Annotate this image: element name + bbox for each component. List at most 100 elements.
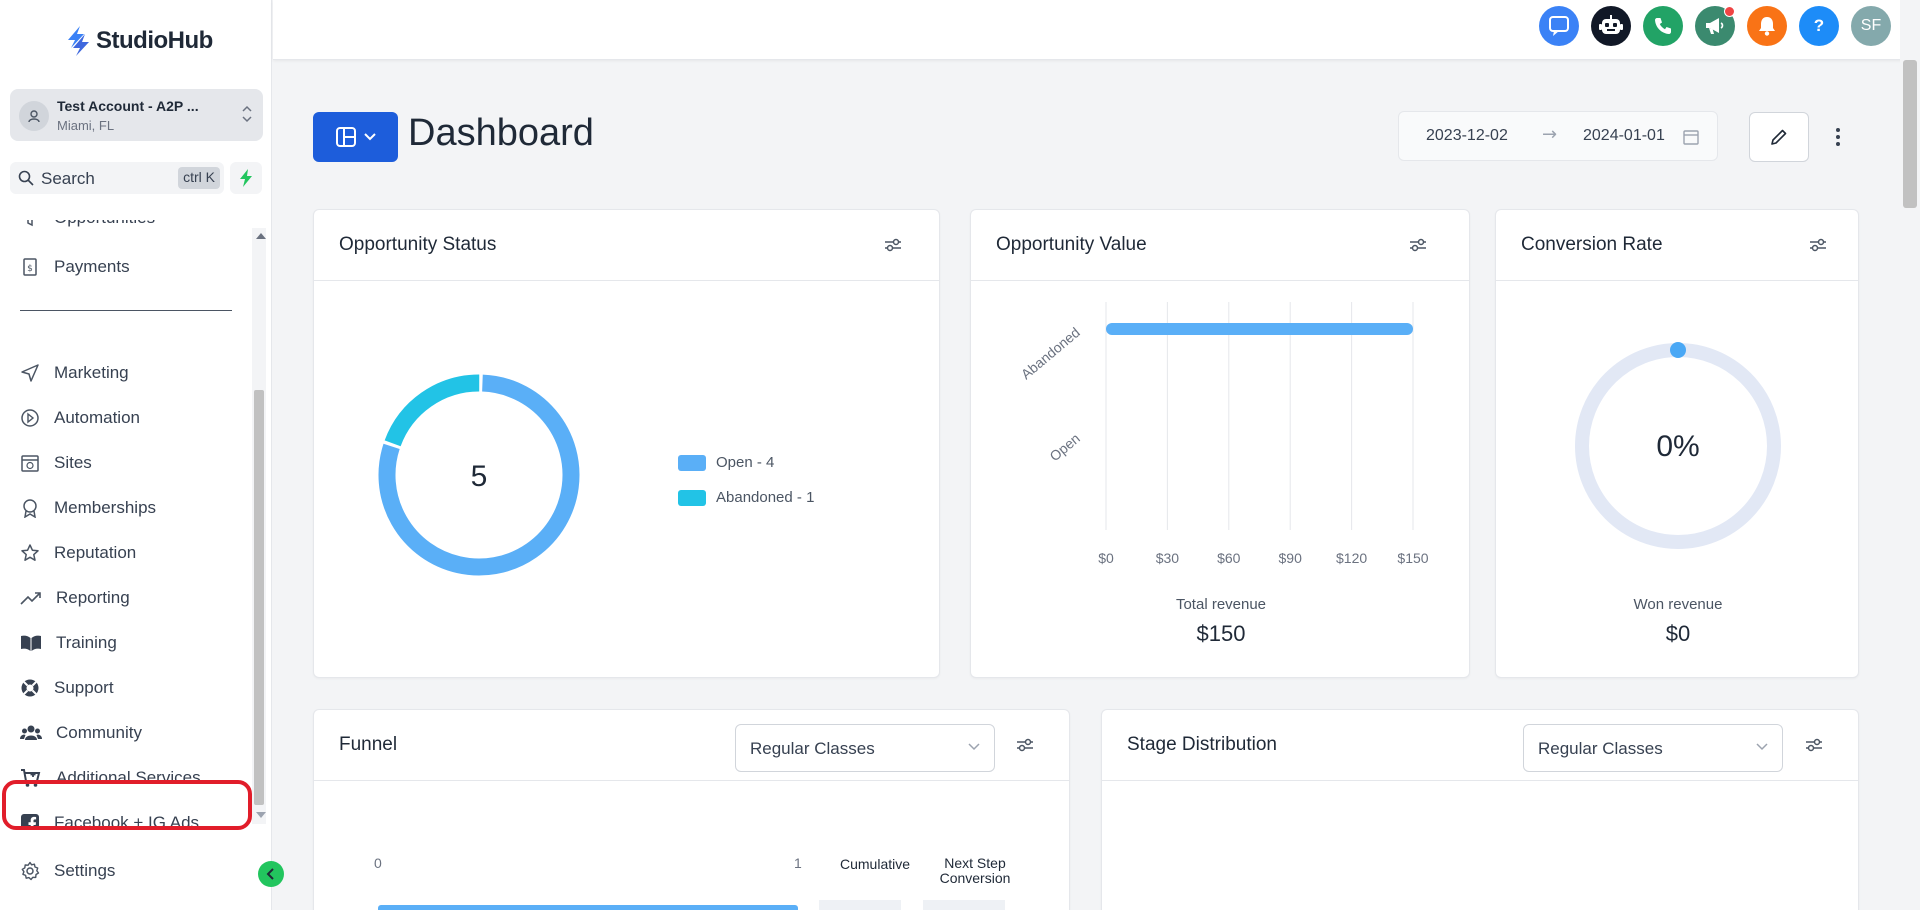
page-scrollbar-thumb[interactable] [1903,60,1917,208]
chevron-down-icon [363,133,376,141]
sidebar-item-sites[interactable]: Sites [0,443,252,483]
scroll-up-arrow-icon[interactable] [256,233,266,239]
sidebar-item-training[interactable]: Training [0,623,252,663]
sidebar-item-label: Settings [54,861,116,880]
scroll-down-arrow-icon[interactable] [256,812,266,818]
card-header: Stage Distribution Regular Classes [1102,710,1858,781]
users-icon [20,725,42,740]
y-tick-label: Abandoned [1018,324,1083,382]
opportunity-status-donut-chart [378,374,580,576]
app-logo[interactable]: StudioHub [66,26,213,56]
chevron-left-icon [266,868,274,880]
top-bar: ? SF [273,0,1920,60]
dashboard-switcher-button[interactable] [313,112,398,162]
search-shortcut: ctrl K [178,167,220,189]
conversion-rate-value: 0% [1656,430,1700,463]
column-header-line: Next Step [944,855,1006,871]
card-title: Conversion Rate [1521,234,1663,255]
search-bar[interactable]: Search ctrl K [10,162,224,194]
edit-dashboard-button[interactable] [1749,112,1809,162]
user-avatar[interactable]: SF [1851,6,1891,46]
opportunity-total: 5 [470,460,488,493]
legend-swatch [678,489,706,506]
book-icon [21,635,41,651]
sidebar-nav: Opportunities $ Payments Marketing Autom… [0,220,252,827]
sidebar-item-label: Memberships [54,498,157,517]
sidebar-item-support[interactable]: Support [0,668,252,708]
conversion-rate-gauge [1575,342,1781,549]
sidebar: StudioHub Test Account - A2P ... Miami, … [0,0,284,910]
facebook-icon [21,814,39,827]
filter-settings-icon[interactable] [1809,237,1827,253]
total-revenue-label: Total revenue [1175,596,1267,613]
account-name: Test Account - A2P ... [57,98,199,114]
donut-slice-open[interactable] [378,374,580,576]
payments-icon: $ [23,258,37,276]
donut-slice-abandoned[interactable] [384,374,480,447]
card-opportunity-value: Opportunity Value $0 $30 $60 $90 $120 $150 Aba… [970,209,1470,678]
x-tick-label: $150 [1397,550,1428,566]
sidebar-item-community[interactable]: Community [0,713,252,753]
account-location: Miami, FL [57,118,115,133]
more-options-button[interactable] [1830,124,1846,150]
trend-icon [20,592,41,605]
lightning-icon [240,169,252,187]
sidebar-item-payments[interactable]: $ Payments [0,247,252,287]
calendar-icon [1683,130,1699,145]
badge-icon [23,499,37,518]
card-title: Opportunity Status [339,234,497,255]
chat-button[interactable] [1539,6,1579,46]
collapse-sidebar-button[interactable] [258,861,284,887]
page-scrollbar[interactable] [1900,0,1920,910]
arrow-right-icon: → [1542,124,1558,145]
x-tick-label: $30 [1156,550,1180,566]
select-value: Regular Classes [750,739,875,758]
sidebar-item-label: Support [54,678,114,697]
filter-settings-icon[interactable] [1805,737,1823,753]
filter-settings-icon[interactable] [884,237,902,253]
legend-label: Abandoned - 1 [716,489,815,506]
gear-icon [21,861,40,881]
help-button[interactable]: ? [1799,6,1839,46]
sidebar-item-settings[interactable]: Settings [0,851,252,891]
sidebar-item-memberships[interactable]: Memberships [0,488,252,528]
card-conversion-rate: Conversion Rate 0% Won revenue $0 [1495,209,1859,678]
phone-icon [1655,18,1671,34]
card-stage-distribution: Stage Distribution Regular Classes [1101,709,1859,910]
notifications-button[interactable] [1747,6,1787,46]
y-tick-label: Open [1046,430,1083,464]
funnel-axis-end: 1 [794,855,802,871]
robot-icon [1599,15,1623,34]
ai-assistant-button[interactable] [1591,6,1631,46]
search-placeholder: Search [41,169,95,188]
sidebar-item-reporting[interactable]: Reporting [0,578,252,618]
quick-actions-button[interactable] [230,162,262,194]
funnel-cumulative-cell [819,900,901,910]
phone-button[interactable] [1643,6,1683,46]
sidebar-item-automation[interactable]: Automation [0,398,252,438]
date-range-picker[interactable]: 2023-12-02 → 2024-01-01 [1398,111,1718,161]
card-header: Opportunity Status [314,210,939,281]
sidebar-scrollbar-thumb[interactable] [254,390,264,805]
sidebar-item-label: Reporting [56,588,130,607]
legend-item-open[interactable]: Open - 4 [678,454,774,471]
sidebar-item-label: Community [56,723,142,742]
funnel-conversion-cell [923,900,1005,910]
sidebar-item-facebook-ig-ads[interactable]: Facebook + IG Ads [0,803,252,827]
date-start: 2023-12-02 [1426,127,1508,144]
sidebar-item-reputation[interactable]: Reputation [0,533,252,573]
funnel-pipeline-select[interactable]: Regular Classes [735,724,995,772]
legend-item-abandoned[interactable]: Abandoned - 1 [678,489,814,506]
x-tick-label: $0 [1098,550,1114,566]
funnel-axis-start: 0 [374,855,382,871]
sidebar-item-marketing[interactable]: Marketing [0,353,252,393]
card-title: Opportunity Value [996,234,1147,255]
gauge-indicator [1670,342,1686,358]
account-switcher[interactable]: Test Account - A2P ... Miami, FL [10,89,263,141]
sidebar-item-opportunities[interactable]: Opportunities [0,220,252,238]
filter-settings-icon[interactable] [1409,237,1427,253]
sidebar-item-label: Automation [54,408,140,427]
stage-pipeline-select[interactable]: Regular Classes [1523,724,1783,772]
bar-abandoned[interactable] [1106,323,1413,335]
filter-settings-icon[interactable] [1016,737,1034,753]
